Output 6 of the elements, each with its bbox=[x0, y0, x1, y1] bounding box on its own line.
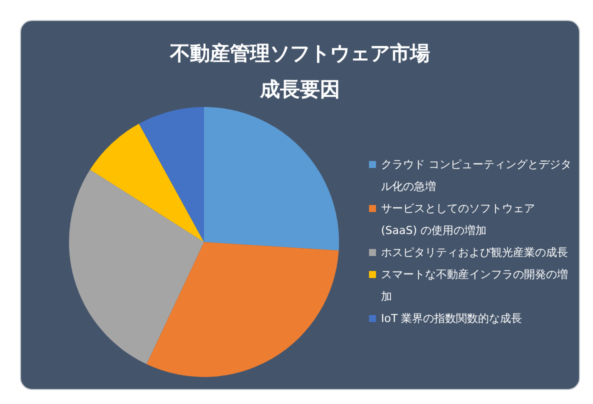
legend-label: クラウド コンピューティングとデジタル化の急増 bbox=[381, 157, 572, 195]
chart-title: 不動産管理ソフトウェア市場成長要因 bbox=[168, 40, 431, 103]
legend-label: スマートな不動産インフラの開発の増加 bbox=[381, 267, 569, 305]
legend-label: IoT 業界の指数関数的な成長 bbox=[381, 311, 522, 327]
legend-label: ホスピタリティおよび観光産業の成長 bbox=[381, 245, 568, 261]
legend-label: サービスとしてのソフトウェア (SaaS) の使用の増加 bbox=[381, 201, 536, 239]
